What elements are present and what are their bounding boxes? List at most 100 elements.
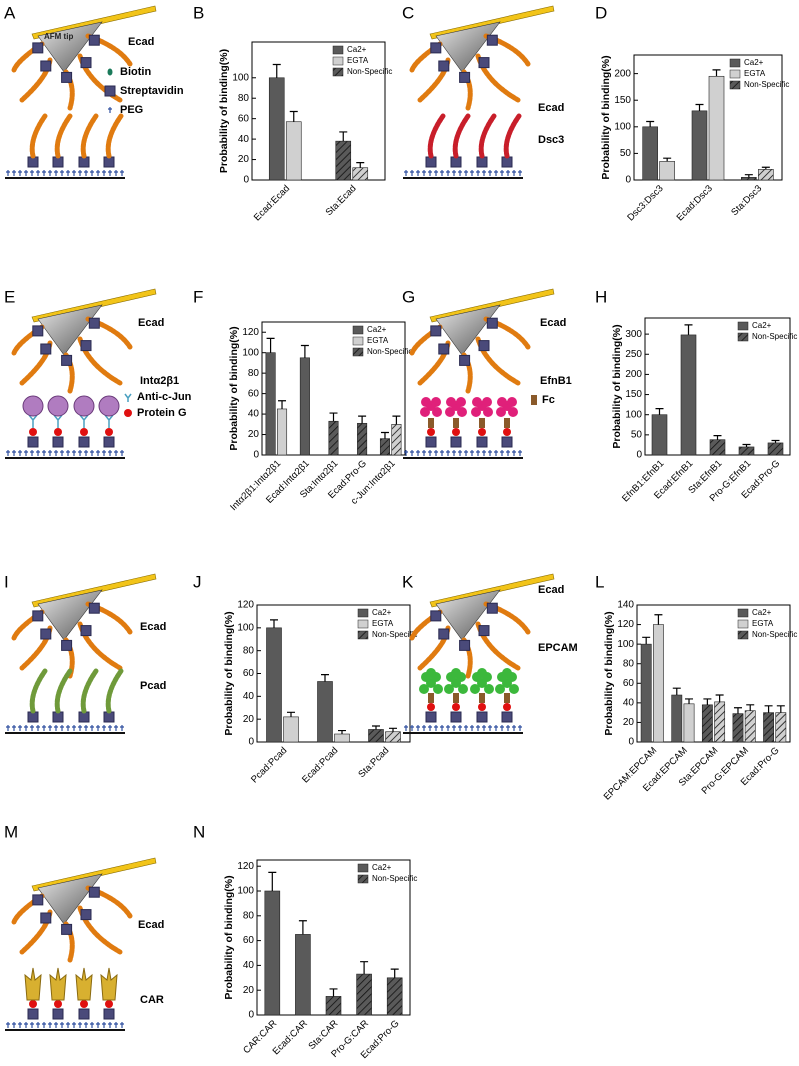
- peg: [36, 450, 40, 456]
- peg: [452, 450, 456, 456]
- error-bar: [268, 871, 277, 891]
- streptavidin: [501, 156, 513, 168]
- bar: [317, 681, 333, 743]
- peg: [464, 725, 468, 731]
- antibody: [53, 414, 63, 428]
- car: [100, 967, 118, 1001]
- y-tick-label: 100: [242, 347, 259, 358]
- legend-label: EGTA: [347, 56, 369, 65]
- bar: [356, 973, 372, 1016]
- legend-label: Ca2+: [752, 321, 772, 330]
- peg: [440, 725, 444, 731]
- legend-label: Ca2+: [372, 863, 392, 872]
- peg: [500, 725, 504, 731]
- peg: [476, 170, 480, 176]
- streptavidin: [103, 1008, 115, 1020]
- legend-swatch: [729, 69, 741, 79]
- bar: [758, 169, 774, 181]
- peg: [512, 170, 516, 176]
- legend-label: EGTA: [744, 69, 766, 78]
- peg: [30, 170, 34, 176]
- peg: [12, 170, 16, 176]
- x-tick-label: Ecad:Dsc3: [675, 183, 715, 223]
- peg: [78, 725, 82, 731]
- legend-label: Ca2+: [752, 608, 772, 617]
- peg: [18, 725, 22, 731]
- peg: [488, 450, 492, 456]
- streptavidin: [61, 354, 73, 366]
- peg: [114, 170, 118, 176]
- peg: [60, 725, 64, 731]
- peg: [84, 1022, 88, 1028]
- y-tick-label: 20: [238, 154, 250, 165]
- protein-g: [427, 703, 435, 711]
- x-tick-label: Pcad:Pcad: [249, 745, 289, 785]
- panel-label: I: [4, 572, 9, 591]
- peg: [428, 170, 432, 176]
- bar: [385, 731, 401, 743]
- error-bar: [715, 694, 724, 702]
- peg: [36, 725, 40, 731]
- peg: [78, 450, 82, 456]
- bar: [328, 420, 339, 456]
- peg: [96, 170, 100, 176]
- streptavidin: [501, 436, 513, 448]
- peg: [404, 450, 408, 456]
- bar: [357, 422, 368, 456]
- legend-label: Ca2+: [744, 58, 764, 67]
- y-tick-label: 120: [617, 619, 634, 630]
- peg: [42, 1022, 46, 1028]
- epcam: [484, 684, 494, 694]
- peg: [108, 1022, 112, 1028]
- legend-swatch: [332, 67, 344, 77]
- fc: [453, 418, 459, 428]
- error-bar: [392, 415, 401, 425]
- bar: [299, 357, 310, 456]
- error-bar: [278, 400, 287, 409]
- peg: [464, 170, 468, 176]
- protein-g: [105, 1000, 113, 1008]
- y-axis-label: Probability of binding(%): [223, 875, 235, 999]
- peg: [488, 725, 492, 731]
- epcam: [451, 668, 461, 678]
- protein-chain: [29, 668, 48, 714]
- peg: [494, 725, 498, 731]
- y-tick-label: 120: [242, 327, 259, 338]
- error-bar: [742, 443, 751, 447]
- streptavidin: [486, 34, 498, 46]
- bar: [386, 977, 403, 1016]
- bar: [325, 996, 342, 1016]
- peg: [410, 725, 414, 731]
- peg: [48, 725, 52, 731]
- error-bar: [733, 707, 742, 714]
- y-axis-label: Probability of binding(%): [600, 55, 612, 179]
- protein-g: [29, 1000, 37, 1008]
- peg: [102, 1022, 106, 1028]
- error-bar: [300, 344, 309, 358]
- streptavidin: [40, 60, 52, 72]
- y-tick-label: 100: [625, 409, 642, 420]
- schematic-label: Intα2β1: [140, 375, 179, 387]
- error-bar: [685, 698, 694, 704]
- peg: [54, 170, 58, 176]
- peg: [482, 170, 486, 176]
- integrin: [47, 395, 69, 417]
- peg: [410, 170, 414, 176]
- x-tick-label: Intα2β1:Intα2β1: [228, 458, 283, 513]
- protein-g-icon: [124, 409, 132, 417]
- panel-label: N: [193, 822, 205, 841]
- schematic-label: CAR: [140, 994, 164, 1006]
- streptavidin: [27, 436, 39, 448]
- bar: [763, 712, 775, 743]
- y-tick-label: 300: [625, 329, 642, 340]
- streptavidin: [476, 436, 488, 448]
- protein-chain: [478, 113, 497, 159]
- error-bar: [712, 69, 721, 77]
- protein-g: [54, 428, 62, 436]
- error-bar: [646, 120, 655, 127]
- legend-label: Non-Specific: [372, 630, 417, 639]
- peg: [54, 725, 58, 731]
- x-tick-label: Sta:Dsc3: [729, 183, 764, 218]
- peg: [66, 1022, 70, 1028]
- efnb1: [431, 397, 441, 407]
